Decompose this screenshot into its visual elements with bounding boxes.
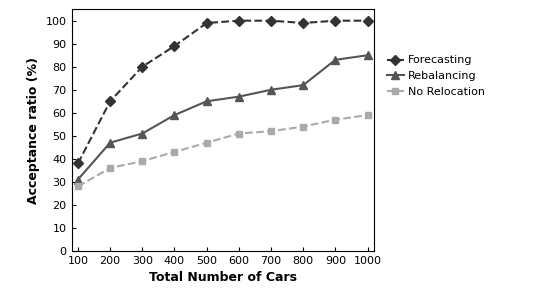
Y-axis label: Acceptance ratio (%): Acceptance ratio (%): [27, 57, 40, 203]
Rebalancing: [107, 141, 113, 144]
Forecasting: [332, 19, 339, 23]
Rebalancing: [235, 95, 242, 99]
Forecasting: [364, 19, 371, 23]
Line: No Relocation: No Relocation: [74, 112, 371, 190]
Forecasting: [300, 21, 306, 25]
Forecasting: [204, 21, 210, 25]
No Relocation: [75, 185, 81, 188]
No Relocation: [300, 125, 306, 129]
Forecasting: [139, 65, 146, 69]
Rebalancing: [300, 83, 306, 87]
Forecasting: [235, 19, 242, 23]
Rebalancing: [171, 113, 178, 117]
Legend: Forecasting, Rebalancing, No Relocation: Forecasting, Rebalancing, No Relocation: [383, 51, 490, 101]
No Relocation: [107, 166, 113, 170]
Forecasting: [75, 162, 81, 165]
Rebalancing: [139, 132, 146, 135]
Rebalancing: [364, 53, 371, 57]
Rebalancing: [204, 99, 210, 103]
Line: Forecasting: Forecasting: [74, 17, 371, 167]
Rebalancing: [268, 88, 274, 91]
No Relocation: [332, 118, 339, 121]
No Relocation: [171, 150, 178, 154]
Forecasting: [107, 99, 113, 103]
Rebalancing: [332, 58, 339, 62]
No Relocation: [204, 141, 210, 144]
No Relocation: [364, 113, 371, 117]
Forecasting: [171, 44, 178, 48]
Rebalancing: [75, 178, 81, 181]
No Relocation: [139, 159, 146, 163]
X-axis label: Total Number of Cars: Total Number of Cars: [148, 271, 297, 284]
Line: Rebalancing: Rebalancing: [74, 51, 372, 184]
Forecasting: [268, 19, 274, 23]
No Relocation: [235, 132, 242, 135]
No Relocation: [268, 129, 274, 133]
